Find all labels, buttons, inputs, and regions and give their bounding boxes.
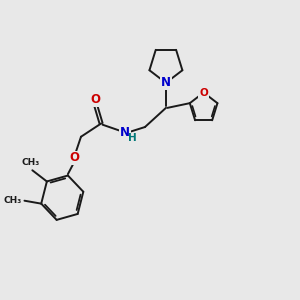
Text: N: N <box>161 76 171 89</box>
Text: O: O <box>90 93 100 106</box>
Text: O: O <box>70 152 80 164</box>
Text: O: O <box>199 88 208 98</box>
Text: H: H <box>128 133 137 142</box>
Text: CH₃: CH₃ <box>22 158 40 167</box>
Text: CH₃: CH₃ <box>3 196 22 205</box>
Text: N: N <box>120 126 130 139</box>
